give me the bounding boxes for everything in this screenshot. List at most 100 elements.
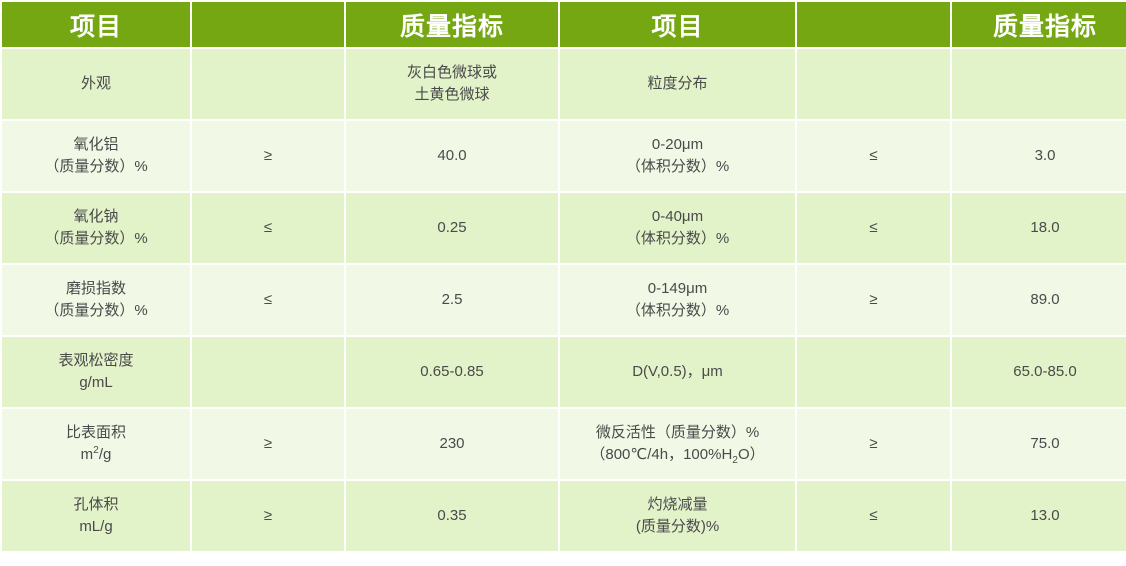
cell-symbol-right <box>797 337 950 407</box>
cell-item-left-line: mL/g <box>79 518 113 535</box>
header-cell-symbol-right <box>797 2 950 47</box>
cell-symbol-left: ≥ <box>192 121 344 191</box>
cell-item-left: 氧化钠 （质量分数）% <box>2 193 190 263</box>
cell-item-left-line: 氧化钠 <box>73 208 119 226</box>
cell-symbol-left <box>192 337 344 407</box>
cell-symbol-right: ≤ <box>797 481 950 551</box>
table-row: 比表面积 m2/g ≥230 微反活性（质量分数）% （800℃/4h，100%H2O）… <box>2 409 1126 479</box>
cell-value-right: 3.0 <box>952 121 1126 191</box>
cell-item-left-line: 孔体积 <box>73 496 119 514</box>
cell-value-left: 0.35 <box>346 481 558 551</box>
cell-value-left-line: 2.5 <box>441 291 463 309</box>
cell-value-right <box>952 49 1126 119</box>
cell-item-left-line: 外观 <box>80 75 111 93</box>
cell-item-right-line: 粒度分布 <box>647 75 708 93</box>
cell-symbol-right: ≥ <box>797 265 950 335</box>
table-body: 外观 灰白色微球或 土黄色微球 粒度分布氧化铝 （质量分数）% ≥40.0 0-20μm （体… <box>2 49 1126 551</box>
cell-item-left-line: g/mL <box>79 374 113 391</box>
table-row: 外观 灰白色微球或 土黄色微球 粒度分布 <box>2 49 1126 119</box>
cell-symbol-right-line: ≥ <box>869 291 878 309</box>
cell-symbol-left: ≥ <box>192 409 344 479</box>
cell-symbol-left <box>192 49 344 119</box>
cell-item-right-line: （体积分数）% <box>625 230 730 247</box>
cell-item-left-line: （质量分数）% <box>44 158 148 175</box>
cell-item-right: 0-40μm （体积分数）% <box>560 193 795 263</box>
cell-symbol-left: ≤ <box>192 265 344 335</box>
cell-item-right-line: (质量分数)% <box>635 518 720 535</box>
cell-item-right-line: 灼烧减量 <box>647 496 708 514</box>
cell-item-right-line: 0-20μm <box>651 136 704 154</box>
cell-value-right-line: 89.0 <box>1030 291 1060 309</box>
cell-item-right-line: （体积分数）% <box>625 302 730 319</box>
cell-value-left-line: 土黄色微球 <box>414 86 490 103</box>
cell-symbol-left: ≥ <box>192 481 344 551</box>
header-cell-quality-right: 质量指标 <box>952 2 1126 47</box>
header-cell-item-left: 项目 <box>2 2 190 47</box>
cell-value-left: 230 <box>346 409 558 479</box>
cell-symbol-left-line: ≥ <box>263 507 273 525</box>
cell-item-left-line: m2/g <box>80 445 112 463</box>
cell-symbol-left-line: ≤ <box>263 291 273 309</box>
cell-item-left: 氧化铝 （质量分数）% <box>2 121 190 191</box>
cell-item-left-line: （质量分数）% <box>44 302 148 319</box>
cell-item-right-line: （体积分数）% <box>625 158 730 175</box>
cell-item-left: 外观 <box>2 49 190 119</box>
cell-item-right-line: （800℃/4h，100%H2O） <box>590 446 765 466</box>
table-row: 磨损指数 （质量分数）% ≤2.5 0-149μm （体积分数）% ≥89.0 <box>2 265 1126 335</box>
cell-item-right-line: 微反活性（质量分数）% <box>595 424 760 442</box>
cell-symbol-right-line: ≤ <box>869 147 878 165</box>
cell-value-right-line: 65.0-85.0 <box>1013 363 1077 381</box>
header-cell-item-right: 项目 <box>560 2 795 47</box>
cell-item-right: 灼烧减量 (质量分数)% <box>560 481 795 551</box>
cell-value-left-line: 230 <box>439 435 465 453</box>
cell-item-left: 比表面积 m2/g <box>2 409 190 479</box>
cell-item-left-line: 比表面积 <box>65 424 126 442</box>
cell-item-right: D(V,0.5)，μm <box>560 337 795 407</box>
cell-item-right-line: D(V,0.5)，μm <box>632 363 723 381</box>
cell-value-right: 18.0 <box>952 193 1126 263</box>
cell-symbol-right-line: ≥ <box>869 435 878 453</box>
cell-item-left: 表观松密度 g/mL <box>2 337 190 407</box>
cell-value-left-line: 0.65-0.85 <box>420 363 484 381</box>
cell-value-right: 75.0 <box>952 409 1126 479</box>
cell-item-left: 磨损指数 （质量分数）% <box>2 265 190 335</box>
table-row: 表观松密度 g/mL 0.65-0.85 D(V,0.5)，μm 65.0-85.0 <box>2 337 1126 407</box>
cell-symbol-left: ≤ <box>192 193 344 263</box>
cell-item-right-line: 0-40μm <box>651 208 704 226</box>
cell-item-right: 粒度分布 <box>560 49 795 119</box>
cell-item-left-line: 氧化铝 <box>73 136 119 154</box>
table-row: 氧化钠 （质量分数）% ≤0.25 0-40μm （体积分数）% ≤18.0 <box>2 193 1126 263</box>
cell-symbol-left-line: ≤ <box>263 219 273 237</box>
cell-symbol-right: ≤ <box>797 121 950 191</box>
product-specification-table: 项目 质量指标 项目 质量指标 外观 灰白色微球或 土黄色微球 粒度分布氧化铝 （质量分… <box>2 2 1126 551</box>
cell-symbol-right: ≤ <box>797 193 950 263</box>
cell-value-right-line: 3.0 <box>1034 147 1056 165</box>
cell-item-left-line: 磨损指数 <box>65 280 126 298</box>
cell-value-left-line: 40.0 <box>437 147 467 165</box>
table-row: 氧化铝 （质量分数）% ≥40.0 0-20μm （体积分数）% ≤3.0 <box>2 121 1126 191</box>
cell-value-left: 灰白色微球或 土黄色微球 <box>346 49 558 119</box>
cell-symbol-right: ≥ <box>797 409 950 479</box>
cell-item-right: 微反活性（质量分数）% （800℃/4h，100%H2O） <box>560 409 795 479</box>
cell-symbol-left-line: ≥ <box>263 147 273 165</box>
table-row: 孔体积 mL/g ≥0.35 灼烧减量 (质量分数)% ≤13.0 <box>2 481 1126 551</box>
cell-item-right: 0-20μm （体积分数）% <box>560 121 795 191</box>
cell-value-right: 13.0 <box>952 481 1126 551</box>
cell-value-right-line: 18.0 <box>1030 219 1060 237</box>
cell-value-left-line: 0.25 <box>437 219 467 237</box>
cell-value-right: 89.0 <box>952 265 1126 335</box>
header-cell-quality-left: 质量指标 <box>346 2 558 47</box>
cell-value-left: 0.65-0.85 <box>346 337 558 407</box>
cell-value-left: 40.0 <box>346 121 558 191</box>
cell-value-right: 65.0-85.0 <box>952 337 1126 407</box>
cell-item-left: 孔体积 mL/g <box>2 481 190 551</box>
cell-symbol-right <box>797 49 950 119</box>
cell-item-right-line: 0-149μm <box>647 280 708 298</box>
cell-item-right: 0-149μm （体积分数）% <box>560 265 795 335</box>
cell-item-left-line: （质量分数）% <box>44 230 148 247</box>
table-header-row: 项目 质量指标 项目 质量指标 <box>2 2 1126 47</box>
cell-value-left: 0.25 <box>346 193 558 263</box>
cell-value-right-line: 75.0 <box>1030 435 1060 453</box>
cell-item-left-line: 表观松密度 <box>58 352 134 370</box>
